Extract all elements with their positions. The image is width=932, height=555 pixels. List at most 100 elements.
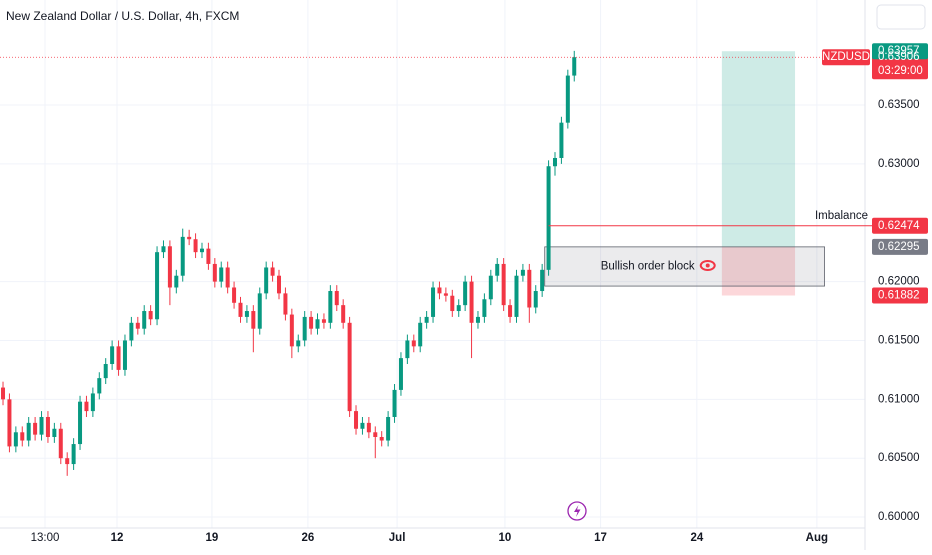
- candle-body: [238, 302, 243, 317]
- x-tick-label: Aug: [806, 532, 828, 544]
- candle-body: [270, 267, 275, 276]
- candle-body: [347, 322, 352, 412]
- candle-body: [135, 322, 140, 329]
- candle-body: [161, 246, 166, 253]
- countdown-label: 03:29:00: [878, 65, 923, 77]
- candle-body: [84, 401, 89, 412]
- x-tick-label: 10: [499, 532, 512, 544]
- candle-body: [533, 291, 538, 308]
- price-tag: [872, 43, 928, 60]
- candle-body: [1, 387, 6, 400]
- price-tag-label: 0.61882: [878, 290, 920, 302]
- candle-body: [296, 340, 301, 347]
- eye-pupil: [705, 263, 710, 268]
- candle-body: [309, 316, 314, 329]
- candle-body: [418, 322, 423, 347]
- candle-body: [122, 340, 127, 370]
- candle-body: [167, 246, 172, 288]
- candle-body: [90, 393, 95, 412]
- candle-body: [508, 305, 513, 317]
- imbalance-label: Imbalance: [815, 210, 868, 222]
- candle-body: [321, 319, 326, 323]
- candle-body: [392, 389, 397, 417]
- candle-body: [450, 295, 455, 312]
- candle-body: [424, 316, 429, 323]
- candle-body: [289, 314, 294, 347]
- candle-body: [232, 287, 237, 303]
- candle-body: [71, 444, 76, 465]
- eye-outline: [699, 259, 716, 271]
- candle-body: [514, 275, 519, 317]
- candle-body: [437, 287, 442, 294]
- candle-body: [283, 293, 288, 315]
- candle-body: [411, 340, 416, 347]
- y-tick-label: 0.60500: [878, 452, 920, 464]
- candle-body: [187, 236, 192, 240]
- candle-body: [129, 322, 134, 341]
- price-tag: [872, 287, 928, 304]
- candle-body: [469, 281, 474, 323]
- candle-body: [354, 411, 359, 429]
- candle-body: [431, 287, 436, 317]
- candle-body: [559, 122, 564, 158]
- candle-body: [212, 263, 217, 282]
- y-tick-label: 0.61000: [878, 393, 920, 405]
- y-tick-label: 0.62000: [878, 276, 920, 288]
- price-tag-label: 0.63957: [878, 45, 920, 57]
- candle-body: [39, 416, 44, 435]
- candle-body: [142, 311, 147, 329]
- eye-icon[interactable]: [699, 259, 716, 271]
- candle-body: [244, 311, 249, 317]
- x-tick-label: 17: [594, 532, 607, 544]
- candle-body: [572, 57, 577, 76]
- candle-body: [341, 305, 346, 323]
- candle-body: [103, 364, 108, 379]
- x-tick-label: 13:00: [31, 532, 60, 544]
- candle-body: [488, 275, 493, 300]
- last-price-label: 0.63906: [878, 51, 920, 63]
- symbol-tag: [822, 49, 870, 66]
- x-tick-label: Jul: [389, 532, 406, 544]
- x-tick-label: 24: [690, 532, 703, 544]
- candle-body: [52, 428, 57, 437]
- order-block-label: Bullish order block: [601, 261, 695, 273]
- candle-body: [219, 267, 224, 282]
- candle-body: [180, 236, 185, 276]
- candle-body: [225, 267, 230, 288]
- candle-body: [13, 432, 18, 447]
- chart-title: New Zealand Dollar / U.S. Dollar, 4h, FX…: [6, 9, 239, 23]
- y-tick-label: 0.60000: [878, 511, 920, 523]
- candle-body: [443, 293, 448, 296]
- candle-body: [482, 299, 487, 317]
- candle-body: [552, 157, 557, 167]
- candle-body: [26, 422, 31, 441]
- candle-body: [315, 319, 320, 329]
- candle-body: [527, 269, 532, 308]
- candle-body: [78, 401, 83, 445]
- candle-body: [199, 248, 204, 253]
- candle-body: [33, 422, 38, 435]
- target-zone: [721, 51, 796, 247]
- candle-body: [264, 267, 269, 294]
- price-tag-label: 0.62295: [878, 241, 920, 253]
- y-tick-label: 0.61500: [878, 334, 920, 346]
- candle-body: [97, 378, 102, 394]
- price-tag: [872, 238, 928, 255]
- candle-body: [463, 281, 468, 306]
- candle-body: [20, 432, 25, 441]
- candle-body: [257, 293, 262, 329]
- settings-button[interactable]: [876, 4, 926, 30]
- candle-body: [373, 432, 378, 437]
- candle-body: [379, 436, 384, 441]
- candle-body: [7, 399, 12, 447]
- candle-body: [45, 416, 50, 437]
- candle-body: [251, 311, 256, 329]
- x-tick-label: 19: [206, 532, 219, 544]
- candle-body: [65, 458, 70, 465]
- candle-body: [110, 346, 115, 365]
- alert-icon[interactable]: [567, 501, 587, 521]
- candle-body: [302, 316, 307, 341]
- candle-body: [155, 252, 160, 320]
- stop-zone: [721, 246, 796, 296]
